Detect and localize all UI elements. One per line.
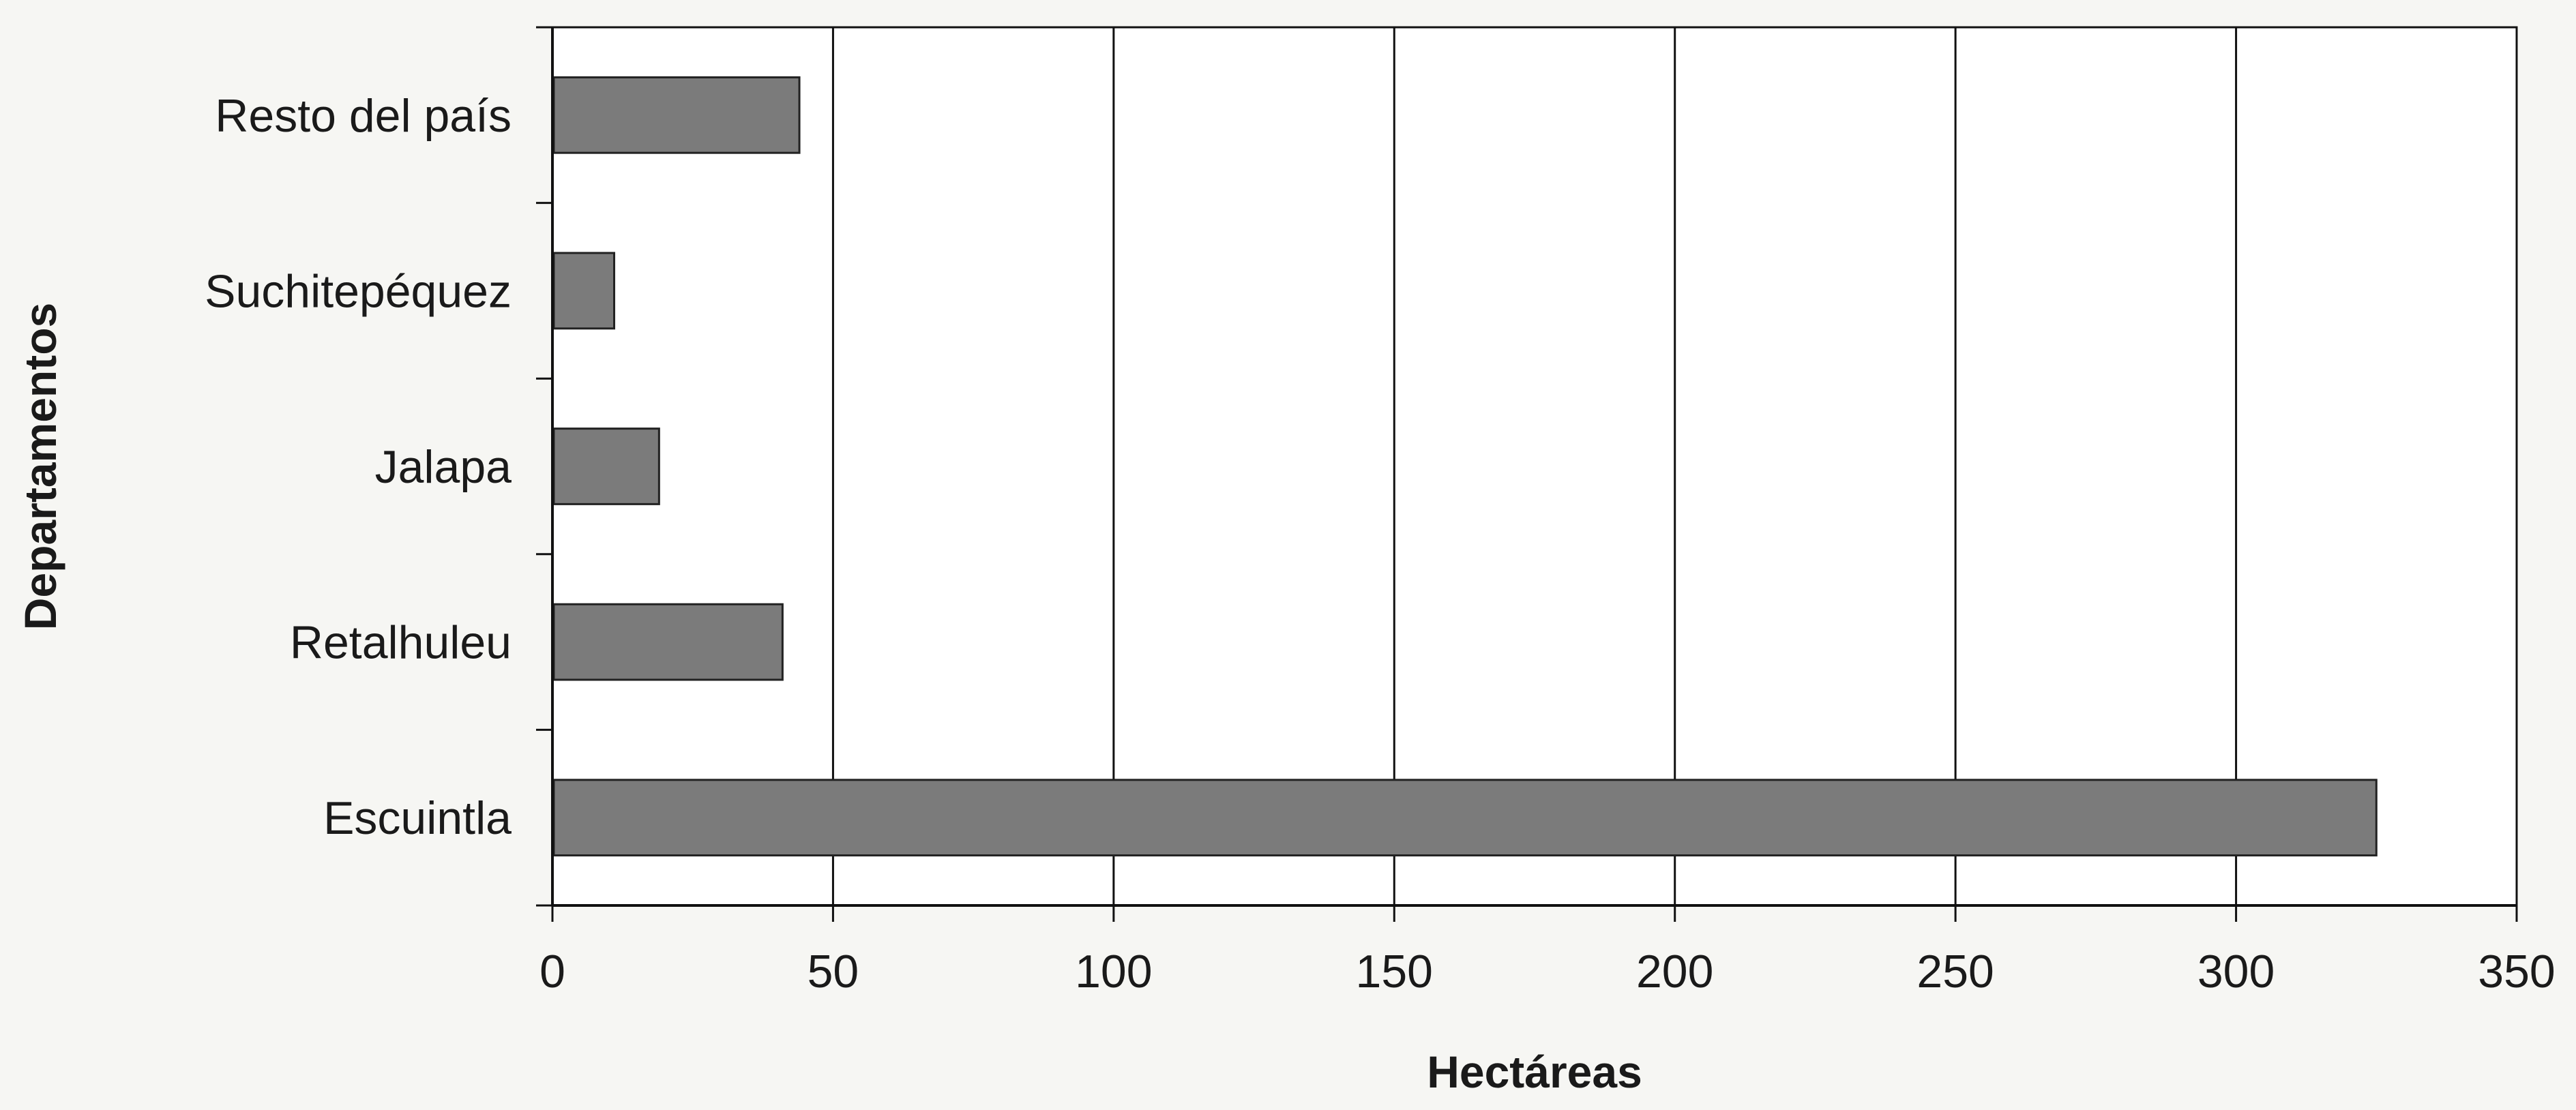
x-axis-title: Hectáreas: [1427, 1047, 1642, 1097]
x-tick-label-7: 350: [2478, 946, 2555, 997]
x-tick-label-1: 50: [808, 946, 859, 997]
bar-resto-del-pais: [554, 77, 799, 153]
y-category-label-resto-del-pais: Resto del país: [215, 90, 512, 142]
plot-area: [552, 27, 2517, 905]
x-tick-label-3: 150: [1356, 946, 1433, 997]
y-axis-title: Departamentos: [15, 303, 65, 630]
y-category-label-escuintla: Escuintla: [323, 792, 512, 844]
bar-retalhuleu: [554, 604, 782, 680]
x-tick-label-4: 200: [1636, 946, 1713, 997]
bar-jalapa: [554, 429, 659, 505]
x-tick-label-5: 250: [1916, 946, 1994, 997]
bar-escuintla: [554, 780, 2376, 856]
y-category-label-jalapa: Jalapa: [375, 441, 512, 493]
x-tick-label-2: 100: [1075, 946, 1152, 997]
x-tick-label-0: 0: [539, 946, 565, 997]
y-category-label-suchitepequez: Suchitepéquez: [205, 265, 512, 317]
bar-suchitepequez: [554, 253, 615, 329]
x-tick-label-6: 300: [2197, 946, 2275, 997]
y-category-label-retalhuleu: Retalhuleu: [290, 617, 512, 669]
